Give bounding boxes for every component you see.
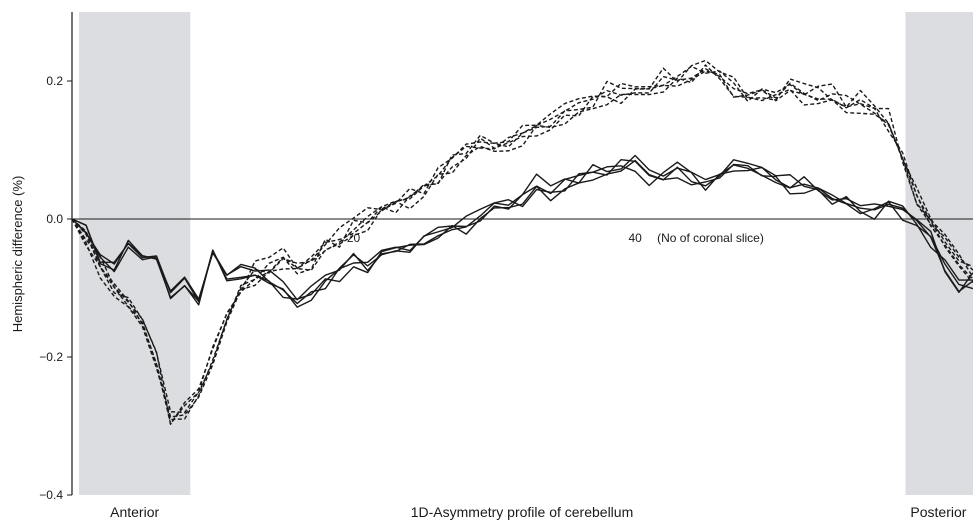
y-axis-title: Hemispheric difference (%) [10, 176, 25, 333]
posterior-label: Posterior [910, 504, 966, 520]
x-axis-title: 1D-Asymmetry profile of cerebellum [411, 504, 634, 520]
series-layer [71, 59, 973, 425]
dashed-series-line-8 [71, 65, 973, 414]
y-tick-label: −0.2 [39, 350, 63, 364]
x-tick-label: 40 [628, 231, 642, 245]
solid-series-line-4 [71, 161, 973, 305]
y-tick-label: −0.4 [39, 488, 63, 502]
solid-series-line-1 [71, 158, 973, 308]
solid-series-line-2 [71, 154, 973, 301]
dashed-series-line-9 [71, 70, 973, 421]
y-ticks: −0.4 −0.2 0.0 0.2 [39, 74, 72, 502]
dashed-series-line-6 [71, 59, 973, 425]
x-annotation: (No of coronal slice) [657, 231, 764, 245]
y-tick-label: 0.2 [46, 74, 63, 88]
x-ticks: 20 40 [347, 231, 642, 245]
y-tick-label: 0.0 [46, 212, 63, 226]
solid-series-line-3 [71, 159, 973, 306]
anterior-label: Anterior [110, 504, 159, 520]
dashed-series-line-5 [71, 68, 973, 425]
dashed-series-line-7 [71, 64, 973, 418]
